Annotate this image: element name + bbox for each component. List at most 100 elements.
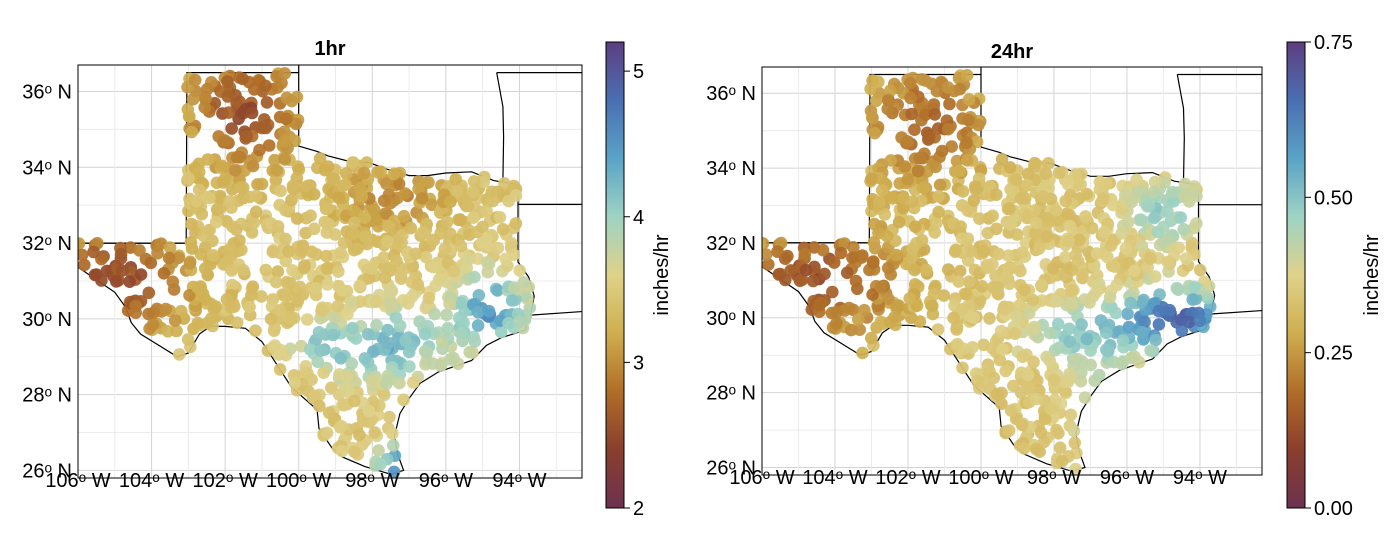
station-point xyxy=(928,226,941,239)
station-point xyxy=(316,304,329,317)
station-point xyxy=(326,328,340,342)
station-point xyxy=(197,229,211,243)
station-point xyxy=(280,275,294,289)
station-point xyxy=(166,275,180,289)
station-point xyxy=(1110,278,1123,292)
station-point xyxy=(1052,166,1066,180)
station-point xyxy=(881,261,895,275)
station-point xyxy=(237,264,250,277)
station-point xyxy=(220,293,234,306)
station-point xyxy=(312,326,326,339)
station-point xyxy=(249,324,262,338)
station-point xyxy=(1028,157,1041,170)
station-point xyxy=(799,263,813,277)
station-point xyxy=(1142,200,1156,213)
station-point xyxy=(271,265,285,278)
station-point xyxy=(348,216,361,229)
station-point xyxy=(310,248,323,261)
station-point xyxy=(243,300,256,314)
lon-tick-label: 106ᵒ W xyxy=(729,467,794,489)
station-point xyxy=(1014,264,1027,278)
station-point xyxy=(1040,230,1054,243)
station-point xyxy=(1018,283,1031,297)
station-point xyxy=(191,316,205,330)
station-point xyxy=(378,271,392,284)
station-point xyxy=(420,346,434,359)
station-point xyxy=(454,327,468,340)
station-point xyxy=(259,79,272,93)
station-point xyxy=(953,164,966,178)
station-point xyxy=(159,302,172,316)
station-point xyxy=(100,264,114,278)
station-point xyxy=(387,439,400,452)
station-point xyxy=(1049,204,1063,217)
station-point xyxy=(1158,176,1171,189)
station-point xyxy=(87,245,100,259)
station-point xyxy=(468,270,481,284)
station-point xyxy=(1135,325,1149,339)
station-point xyxy=(875,184,889,197)
station-point xyxy=(1097,226,1111,239)
station-point xyxy=(190,195,203,208)
station-point xyxy=(1182,195,1196,208)
station-point xyxy=(1122,320,1136,334)
station-point xyxy=(209,215,223,229)
station-point xyxy=(1149,333,1162,347)
station-point xyxy=(361,328,375,341)
station-point xyxy=(346,321,359,335)
lon-tick-label: 104ᵒ W xyxy=(802,467,867,489)
station-point xyxy=(434,359,448,373)
station-point xyxy=(382,220,395,233)
lat-tick-label: 36ᵒ N xyxy=(22,82,72,104)
station-point xyxy=(1062,322,1076,336)
station-point xyxy=(1060,207,1074,220)
station-point xyxy=(390,254,403,268)
lon-tick-label: 102ᵒ W xyxy=(192,470,257,492)
station-point xyxy=(467,175,481,188)
station-point xyxy=(858,303,871,317)
station-point xyxy=(771,245,784,258)
station-point xyxy=(379,207,392,220)
state-border xyxy=(1176,74,1185,182)
colorbar-bar xyxy=(1286,41,1306,509)
station-point xyxy=(438,242,452,256)
station-point xyxy=(247,216,261,230)
station-point xyxy=(1053,441,1067,455)
station-point xyxy=(440,308,453,322)
station-point xyxy=(853,323,866,337)
station-point xyxy=(901,135,915,148)
station-point xyxy=(956,361,969,375)
station-point xyxy=(1080,332,1094,346)
station-point xyxy=(1090,247,1104,260)
station-point xyxy=(941,122,955,136)
station-point xyxy=(1021,167,1035,181)
lat-tick-label: 32ᵒ N xyxy=(22,233,72,255)
station-point xyxy=(852,313,865,326)
station-point xyxy=(1108,260,1121,273)
station-point xyxy=(1076,268,1089,281)
station-point xyxy=(268,339,282,352)
station-point xyxy=(471,319,485,332)
station-point xyxy=(301,313,314,326)
station-point xyxy=(502,316,515,330)
station-point xyxy=(1063,220,1077,233)
station-point xyxy=(846,251,859,265)
station-point xyxy=(419,250,433,264)
station-point xyxy=(865,172,878,186)
station-point xyxy=(198,262,212,275)
station-point xyxy=(933,178,947,192)
station-point xyxy=(267,324,281,338)
station-points xyxy=(78,67,537,478)
lon-tick-labels: 106ᵒ W 104ᵒ W 102ᵒ W 100ᵒ W 98ᵒ W 96ᵒ W 94ᵒ W xyxy=(729,467,1227,489)
station-point xyxy=(762,248,773,261)
station-point xyxy=(413,315,426,328)
station-point xyxy=(486,194,500,208)
station-point xyxy=(905,107,918,121)
station-point xyxy=(307,188,321,201)
station-point xyxy=(866,288,879,301)
lon-tick-label: 104ᵒ W xyxy=(119,470,184,492)
station-point xyxy=(868,126,881,140)
station-point xyxy=(943,97,956,111)
station-point xyxy=(225,122,238,135)
station-point xyxy=(246,159,260,173)
